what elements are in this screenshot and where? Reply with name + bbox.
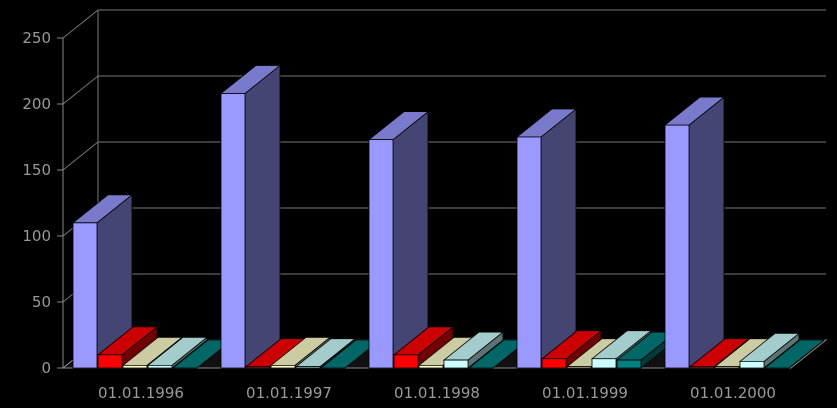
bar-01.01.1999-s2-face [566,366,592,369]
bar-01.01.2000-s3-face [739,360,765,369]
bar-01.01.1998-s0 [367,110,430,369]
bar-01.01.1997-s0-face [220,93,246,369]
bar-01.01.1998-s1 [392,325,455,369]
y-tick-label-150: 150 [22,161,51,179]
bar-01.01.1999-s0-face [516,136,542,369]
bar-01.01.1998-s2-face [418,364,444,369]
bar-01.01.1999-s0-face [540,108,577,369]
bar-01.01.1997-s1-face [245,366,271,369]
bar-01.01.1998-s1-face [393,354,419,369]
bar-01.01.1999-s3-face [591,358,617,369]
bar-01.01.1999-s1 [540,329,603,369]
bar-01.01.1996-s3 [146,336,209,369]
bar-01.01.1999-s4-face [616,359,642,369]
bar-01.01.1996-s1-face [97,354,123,369]
bar-01.01.1996-s3-face [147,364,173,369]
gridline-left-150 [62,141,99,171]
bar-01.01.1997-s2-face [270,364,296,369]
bar-01.01.2000-s0-face [688,96,725,369]
bar-01.01.1996-s1 [96,325,159,369]
bar-01.01.1999-s1-face [541,358,567,369]
bar-01.01.1998-s3 [442,331,505,369]
bar-01.01.2000-s0-face [664,124,690,369]
x-tick-label-3: 01.01.1999 [542,384,628,402]
bar-01.01.2000-s2-face [714,366,740,369]
bar-01.01.2000-s1-face [689,366,715,369]
x-tick-label-0: 01.01.1996 [98,384,184,402]
gridline-left-200 [62,75,99,105]
gridline-left-250 [62,9,99,39]
y-tick-label-0: 0 [41,359,51,377]
y-tick-label-250: 250 [22,29,51,47]
bar-01.01.1996-s2-face [122,364,148,369]
bar-01.01.1999-s0 [515,108,578,369]
bar-01.01.1996-s0-face [72,222,98,369]
bar-01.01.2000-s0 [663,96,726,369]
bar-01.01.1998-s0-face [392,110,429,369]
bar-01.01.1998-s0-face [368,139,394,369]
bar-01.01.1996-s0 [71,193,134,369]
bar-01.01.1997-s3-face [295,366,321,369]
bar-01.01.1997-s0 [219,64,282,369]
x-tick-label-2: 01.01.1998 [394,384,480,402]
x-tick-label-1: 01.01.1997 [246,384,332,402]
x-tick-label-4: 01.01.2000 [690,384,776,402]
y-tick-label-200: 200 [22,95,51,113]
bar-01.01.1997-s3 [294,337,357,369]
bar-01.01.2000-s4-face [763,339,826,369]
y-tick-label-50: 50 [32,293,51,311]
y-tick-label-100: 100 [22,227,51,245]
bar-01.01.1997-s0-face [244,64,281,369]
bar-01.01.1998-s3-face [443,359,469,369]
bar-01.01.2000-s3 [738,332,801,369]
bar-01.01.2000-s4 [763,339,826,369]
